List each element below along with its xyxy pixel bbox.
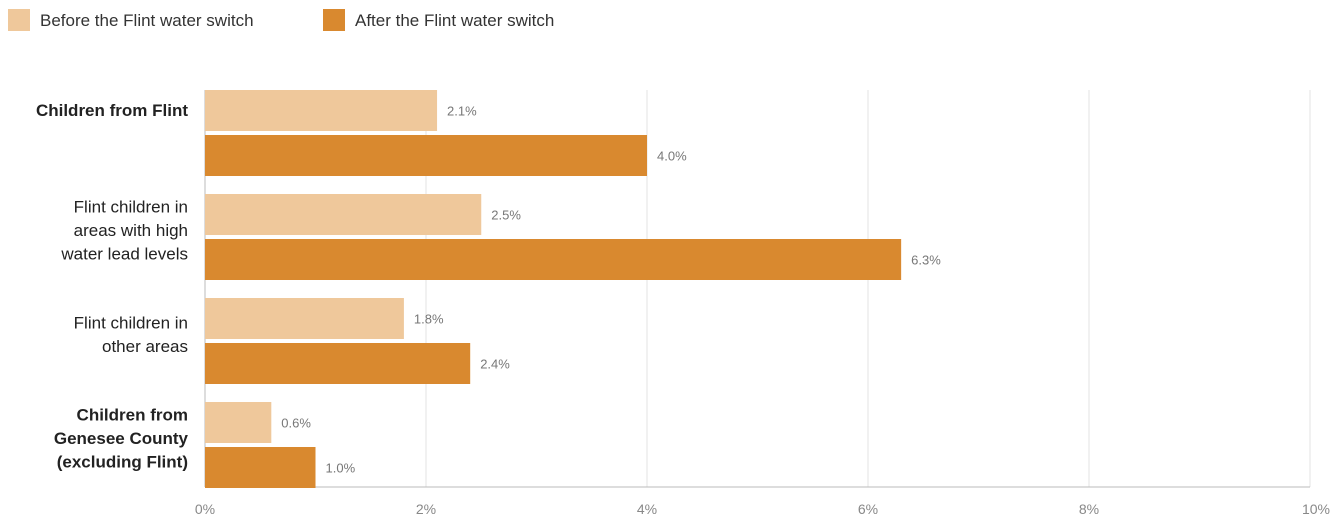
bar-after-1	[205, 239, 902, 280]
legend-label-0: Before the Flint water switch	[40, 11, 254, 30]
x-tick-label: 2%	[416, 501, 436, 517]
bar-after-3	[205, 447, 316, 488]
legend-swatch-1	[323, 9, 345, 31]
category-label-3: (excluding Flint)	[57, 453, 188, 472]
bar-before-0	[205, 90, 438, 131]
legend: Before the Flint water switch After the F…	[8, 9, 554, 31]
data-label: 2.4%	[480, 357, 510, 372]
category-label-3: Children from	[77, 406, 188, 425]
category-label-2: Flint children in	[74, 313, 188, 332]
x-axis-ticks: 0% 2% 4% 6% 8% 10%	[195, 501, 1330, 517]
bars: 2.1% 4.0% 2.5% 6.3% 1.8% 2.4% 0.6% 1.0%	[205, 90, 941, 488]
x-tick-label: 0%	[195, 501, 215, 517]
x-tick-label: 8%	[1079, 501, 1099, 517]
category-label-1: areas with high	[74, 221, 188, 240]
category-label-3: Genesee County	[54, 429, 189, 448]
category-label-1: Flint children in	[74, 198, 188, 217]
data-label: 4.0%	[657, 149, 687, 164]
category-label-1: water lead levels	[60, 245, 188, 264]
x-tick-label: 6%	[858, 501, 878, 517]
bar-before-3	[205, 402, 272, 443]
x-tick-label: 10%	[1302, 501, 1330, 517]
x-tick-label: 4%	[637, 501, 657, 517]
category-labels: Children from Flint Flint children in area…	[36, 101, 189, 472]
data-label: 2.5%	[491, 208, 521, 223]
legend-label-1: After the Flint water switch	[355, 11, 554, 30]
bar-after-2	[205, 343, 471, 384]
data-label: 2.1%	[447, 104, 477, 119]
bar-before-2	[205, 298, 404, 339]
data-label: 0.6%	[281, 416, 311, 431]
legend-swatch-0	[8, 9, 30, 31]
data-label: 6.3%	[911, 253, 941, 268]
category-label-2: other areas	[102, 337, 188, 356]
data-label: 1.8%	[414, 312, 444, 327]
bar-after-0	[205, 135, 647, 176]
bar-before-1	[205, 194, 482, 235]
category-label-0: Children from Flint	[36, 101, 188, 120]
data-label: 1.0%	[326, 461, 356, 476]
